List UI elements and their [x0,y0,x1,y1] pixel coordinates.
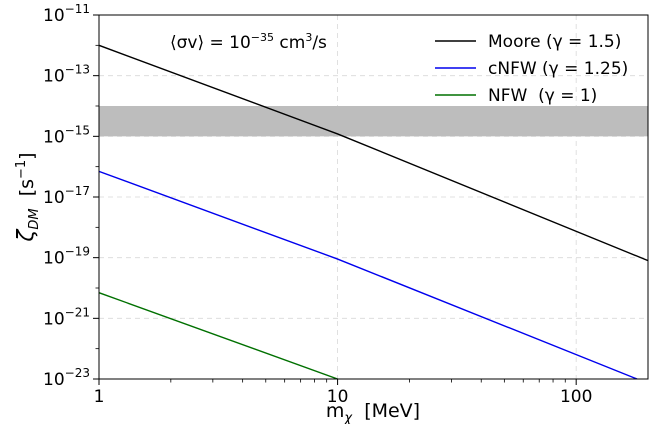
annotation-unit-tail: /s [312,33,327,53]
x-axis-title-base: m [326,400,345,422]
y-axis-title-units-exp: −1 [14,160,29,179]
ticks: 1 10 100 10−23 10−21 10−19 10−17 10−15 10−13 10−1… [43,2,592,407]
shaded-band-layer [99,106,648,137]
x-tick-label: 1 [94,387,105,407]
legend: Moore (γ = 1.5) cNFW (γ = 1.25) NFW (γ =… [435,32,628,106]
annotation-unit-base: cm [274,33,305,53]
y-axis-title-sub: DM [27,208,42,229]
series-line-1 [99,170,638,379]
x-tick-label: 10 [327,387,349,407]
series-line-2 [99,292,338,379]
y-tick-label: 10−17 [43,184,90,208]
series-layer [99,44,648,379]
y-tick-label: 10−21 [43,305,90,329]
y-axis-title-units-open: [s [16,179,38,208]
y-tick-label: 10−13 [43,63,90,87]
y-axis-title: ζDM [s−1] [14,152,42,242]
annotation-unit-exp: 3 [305,31,312,44]
y-tick-label: 10−23 [43,366,90,390]
series-line-0 [99,44,648,262]
y-tick-label: 10−19 [43,245,90,269]
annotation-prefix-exp: −35 [251,31,274,44]
shaded-band [99,106,648,137]
y-axis-title-base: ζ [14,229,39,243]
x-axis-title: mχ [MeV] [326,400,420,424]
sigma-v-annotation: ⟨σv⟩ = 10−35 cm3/s [170,31,327,53]
x-tick-label: 100 [560,387,592,407]
x-axis-title-sub: χ [343,411,353,424]
y-axis-title-units-close: ] [16,152,38,159]
legend-label-cnfw: cNFW (γ = 1.25) [488,59,628,79]
legend-label-moore: Moore (γ = 1.5) [488,32,621,52]
y-tick-label: 10−15 [43,123,90,147]
annotation-prefix: ⟨σv⟩ = 10 [170,33,251,53]
x-axis-title-units: [MeV] [352,400,420,422]
y-tick-label: 10−11 [43,2,90,26]
legend-label-nfw: NFW (γ = 1) [488,86,597,106]
